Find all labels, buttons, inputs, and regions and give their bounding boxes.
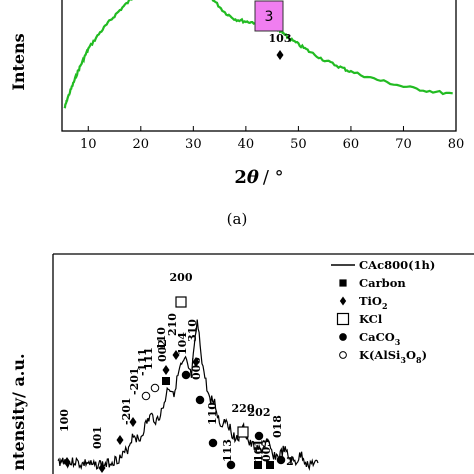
legend-open-circle-icon [339,351,347,359]
peak-marker [129,417,137,427]
xlabel-theta: θ [247,167,259,188]
peak-marker [98,463,106,473]
chart-a-frame [61,0,457,132]
legend-filled-circle-icon [339,333,347,341]
peak-marker [162,365,170,375]
peak-label: 2 [286,455,294,468]
annotation-diamond [276,50,284,60]
chart-a-ylabel: Intens [9,33,28,90]
legend-open-square-icon [336,312,350,326]
panel-label-a: (a) [227,210,248,228]
x-tick-label: 70 [395,137,412,152]
legend-label: CaCO3 [359,330,401,347]
chart-b-peak-labels: 100001-201-111-2011111100022102001040063… [58,271,294,473]
peak-label: 003 [260,439,273,462]
peak-label: 200 [170,271,193,284]
peak-marker [181,370,191,380]
legend-item: TiO2 [339,294,388,311]
peak-label: 110 [155,327,168,350]
legend-label: CAc800(1h) [359,258,435,272]
chart-b: ntensity/ a.u. 100001-201-111-2011111100… [9,253,474,474]
peak-marker [266,461,274,469]
peak-marker [192,357,200,367]
legend-filled-square-icon [339,279,347,287]
peak-marker [237,426,249,438]
x-tick-label: 30 [185,137,202,152]
x-tick-label: 80 [448,137,465,152]
peak-marker [150,383,160,393]
peak-marker [254,431,264,441]
chart-b-ylabel: ntensity/ a.u. [9,353,28,470]
peak-marker [141,391,151,401]
xlabel-unit: / ° [263,167,284,188]
peak-marker [172,350,180,360]
series-line [63,0,453,109]
chart-a-series [63,0,453,109]
peak-label: 220 [232,402,255,415]
peak-marker [162,377,170,385]
peak-marker [254,461,262,469]
legend-item: K(AlSi3O8) [339,348,427,365]
legend-label: Carbon [359,276,406,290]
x-tick-label: 20 [133,137,150,152]
x-tick-label: 10 [80,137,97,152]
x-tick-label: 40 [238,137,255,152]
chart-a-badge: 3 [254,0,284,32]
badge-label: 3 [265,9,274,25]
legend-item: Carbon [339,276,406,290]
peak-label: 111 [142,347,155,370]
legend-label: KCl [359,312,383,326]
annotation-label: 103 [269,32,292,45]
chart-a-annotations: 103 [269,32,292,60]
x-tick-label: 60 [343,137,360,152]
peak-label: 100 [58,409,71,432]
peak-marker [276,455,286,465]
chart-a-x-ticks: 10 20 30 40 50 60 70 80 [80,126,464,152]
x-tick-label: 50 [290,137,307,152]
chart-a: Intens 10 20 30 40 50 60 70 80 3 103 2θ / ° (a) [9,0,464,228]
peak-marker [175,296,187,308]
peak-label: 113 [221,439,234,462]
legend-label: TiO2 [359,294,388,311]
peak-marker [208,438,218,448]
peak-label: 002 [156,339,169,362]
peak-marker [63,457,71,467]
legend-label: K(AlSi3O8) [359,348,427,365]
peak-label: 018 [271,415,284,438]
legend-item: KCl [336,312,383,326]
peak-label: 202 [248,406,271,419]
peak-label: -201 [128,367,141,395]
legend-item: CaCO3 [339,330,401,347]
peak-marker [226,460,236,470]
peak-marker [195,395,205,405]
legend-item: CAc800(1h) [331,258,435,272]
peak-marker [116,435,124,445]
peak-label: -201 [120,397,133,425]
peak-label: 104 [176,332,189,355]
legend-diamond-icon [339,296,347,306]
xlabel-two: 2 [234,167,247,188]
peak-label: 001 [91,426,104,449]
chart-a-xlabel: 2θ / ° [234,167,283,188]
peak-label: 210 [166,313,179,336]
badge-box [254,0,284,32]
peak-label: 110 [206,402,219,425]
peak-label: 101 [252,439,265,462]
peak-label: 310 [186,319,199,342]
peak-label: -111 [136,348,149,376]
